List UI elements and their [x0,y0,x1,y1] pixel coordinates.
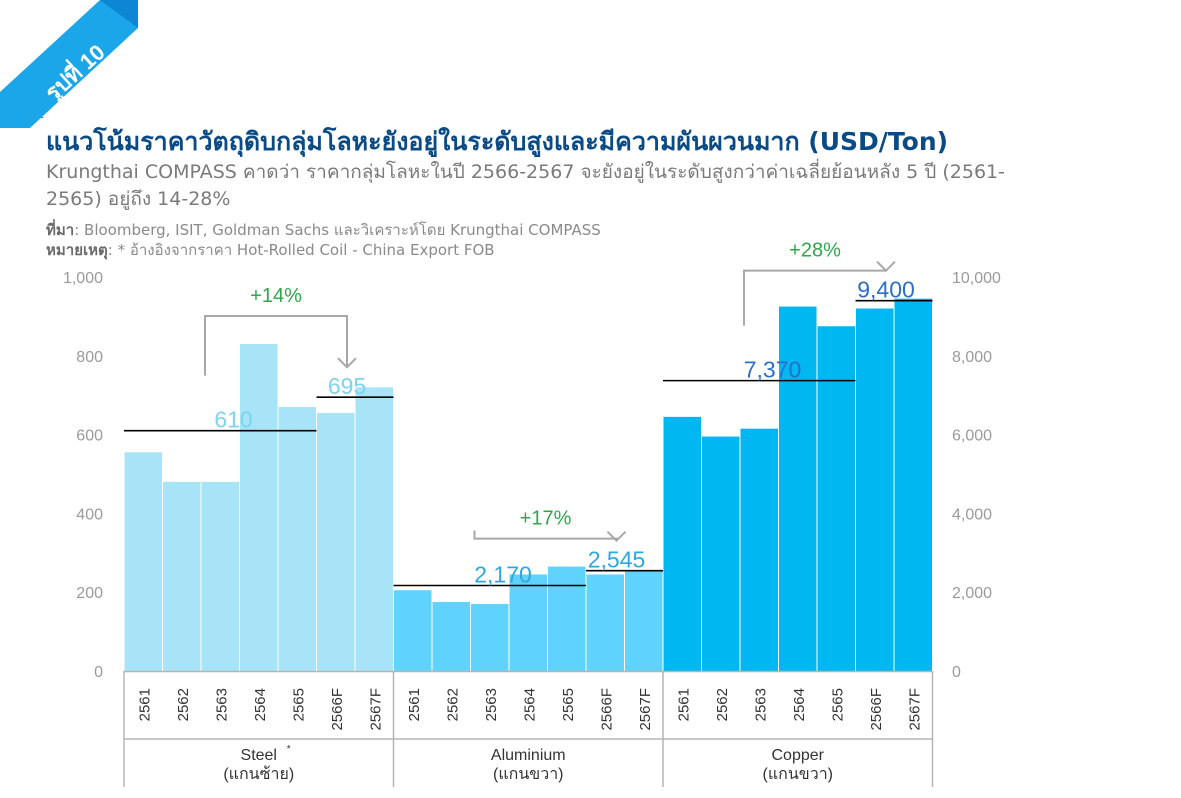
source-label: ที่มา [46,221,75,239]
forecast-label: 2,545 [588,547,646,573]
left-axis-tick-label: 400 [76,506,103,523]
right-axis-tick-label: 4,000 [952,506,992,523]
right-axis-tick-label: 0 [952,664,961,681]
figure-ribbon: รูปที่ 10 [0,0,138,128]
bar-steel [163,481,201,671]
group-name: Steel [241,747,277,764]
change-arrow [876,260,896,273]
source-note: ที่มา: Bloomberg, ISIT, Goldman Sachs แล… [46,218,601,242]
forecast-label: 9,400 [857,277,915,303]
change-percent: +28% [789,240,841,262]
category-label: 2563 [483,688,500,721]
bar-steel [124,452,162,671]
bar-copper [817,326,855,671]
category-label: 2563 [752,688,769,721]
left-axis-tick-label: 0 [94,664,103,681]
category-label: 2565 [560,688,577,721]
chart-title: แนวโน้มราคาวัตถุดิบกลุ่มโลหะยังอยู่ในระด… [46,127,949,156]
change-bracket [204,314,348,376]
category-label: 2565 [829,688,846,721]
category-label: 2567F [637,688,654,731]
bar-steel [355,387,393,671]
category-label: 2566F [868,688,885,731]
group-axis-note: (แกนขวา) [763,766,834,783]
bar-aluminium [432,602,470,671]
bar-steel [201,481,239,671]
category-label: 2561 [406,688,423,721]
right-axis-tick-label: 8,000 [952,349,992,366]
right-axis-tick-label: 2,000 [952,585,992,602]
right-axis-tick-label: 10,000 [952,270,1001,287]
category-label: 2564 [791,688,808,721]
category-label: 2564 [252,688,269,721]
category-label: 2563 [213,688,230,721]
remark-note: หมายเหตุ: * อ้างอิงจากราคา Hot-Rolled Co… [46,238,495,262]
group-name: Copper [772,747,825,764]
average-label: 610 [214,407,252,433]
bar-steel [317,412,355,671]
remark-label: หมายเหตุ [46,241,108,259]
forecast-label: 695 [328,373,366,399]
left-axis-tick-label: 800 [76,349,103,366]
group-axis-note: (แกนขวา) [493,766,564,783]
right-axis-tick-label: 6,000 [952,428,992,445]
source-text: : Bloomberg, ISIT, Goldman Sachs และวิเค… [74,221,601,239]
bar-aluminium [625,570,663,671]
left-axis-tick-label: 1,000 [63,270,103,287]
average-label: 2,170 [474,562,532,588]
bar-steel [278,407,316,671]
left-axis-tick-label: 600 [76,428,103,445]
change-arrow [606,531,627,543]
group-superscript: * [287,744,291,755]
bar-copper [779,306,817,671]
change-percent: +14% [250,285,302,307]
bar-copper [894,298,932,671]
bar-copper [702,436,740,671]
category-label: 2565 [290,688,307,721]
category-label: 2561 [675,688,692,721]
bar-copper [856,308,894,671]
change-arrow [337,357,357,369]
bar-aluminium [471,604,509,671]
bar-copper [740,428,778,671]
average-label: 7,370 [744,357,802,383]
bar-copper [663,416,701,671]
category-label: 2566F [329,688,346,731]
bar-aluminium [548,566,586,671]
category-label: 2562 [444,688,461,721]
group-axis-note: (แกนซ้าย) [223,765,294,783]
change-percent: +17% [520,508,572,530]
category-label: 2567F [906,688,923,731]
category-label: 2566F [598,688,615,731]
category-label: 2564 [521,688,538,721]
bar-aluminium [586,574,624,671]
change-bracket [473,530,618,541]
left-axis-tick-label: 200 [76,585,103,602]
category-label: 2561 [136,688,153,721]
category-label: 2562 [714,688,731,721]
category-label: 2567F [367,688,384,731]
bar-aluminium [509,574,547,671]
chart-subtitle: Krungthai COMPASS คาดว่า ราคากลุ่มโลหะใน… [46,161,1005,210]
bar-aluminium [394,590,432,671]
category-label: 2562 [175,688,192,721]
group-name: Aluminium [491,747,566,764]
remark-text: : * อ้างอิงจากราคา Hot-Rolled Coil - Chi… [107,241,495,259]
bar-steel [240,343,278,671]
